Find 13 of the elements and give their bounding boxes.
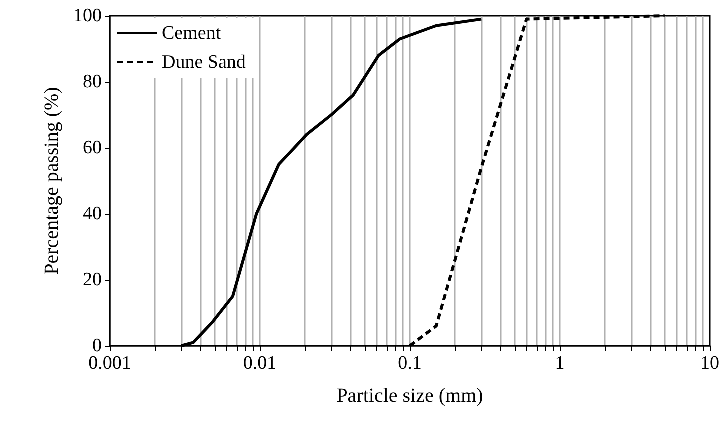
- legend-label: Cement: [162, 23, 222, 44]
- x-axis-title: Particle size (mm): [336, 385, 484, 407]
- legend-label: Dune Sand: [162, 52, 246, 73]
- y-tick-label: 40: [83, 204, 102, 224]
- y-tick-label: 100: [74, 6, 102, 26]
- y-tick-label: 80: [83, 72, 102, 92]
- x-tick-label: 1: [555, 353, 565, 374]
- x-tick-label: 0.1: [398, 353, 422, 374]
- x-tick-label: 10: [700, 353, 720, 374]
- y-axis-title: Percentage passing (%): [41, 87, 63, 275]
- y-tick-label: 60: [83, 138, 102, 158]
- y-tick-label: 20: [83, 270, 102, 290]
- x-tick-label: 0.01: [243, 353, 277, 374]
